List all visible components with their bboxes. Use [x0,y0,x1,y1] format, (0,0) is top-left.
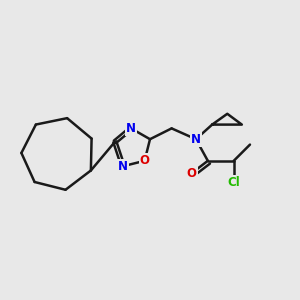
Text: N: N [191,133,201,146]
Text: N: N [118,160,128,173]
Text: N: N [126,122,136,135]
Text: Cl: Cl [227,176,240,189]
Text: O: O [187,167,196,180]
Text: O: O [140,154,150,167]
